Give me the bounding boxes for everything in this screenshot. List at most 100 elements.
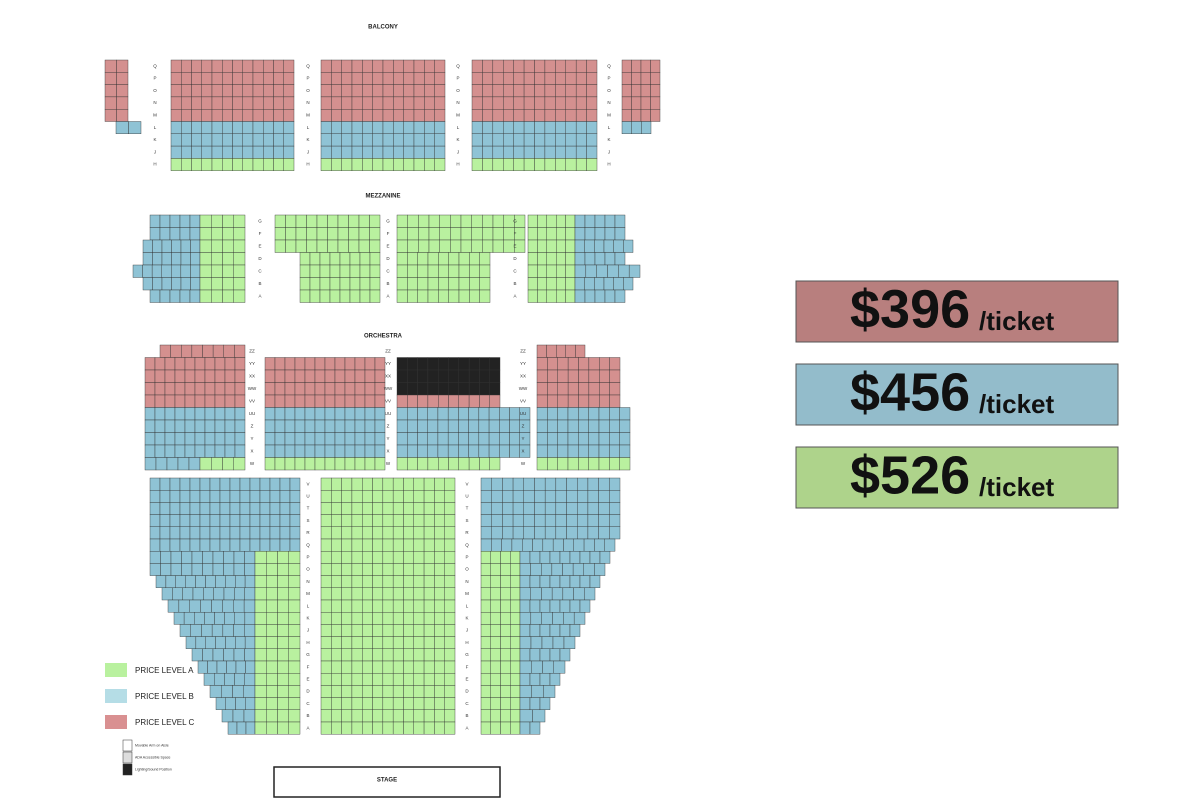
seat [471,145,483,159]
seat [232,685,244,698]
seat [546,264,557,278]
seat [320,477,332,491]
seat [544,490,557,503]
seat [374,394,386,408]
seat [334,394,346,408]
seat [575,72,587,85]
seat [539,697,551,710]
row-letter: Q [607,63,611,68]
row-letter: N [153,100,156,105]
seat [480,514,492,527]
seat [249,526,261,540]
seat [588,432,600,446]
seat [170,563,182,576]
seat [614,227,626,241]
seat [184,382,196,396]
seat [372,612,384,625]
seat [214,432,226,446]
seat [316,227,328,241]
seat [234,382,246,396]
seat [264,357,276,371]
seat [351,636,363,649]
seat [159,526,171,540]
seat [244,551,256,564]
row-letter: XX [249,373,255,378]
seat [169,514,181,527]
seat [522,538,533,552]
seat [444,636,456,649]
seat [372,526,384,540]
seat [396,369,408,383]
seat [372,59,384,73]
seat [403,59,415,73]
seat [427,457,439,471]
seat [562,587,574,601]
seat [214,382,226,396]
seat [104,72,117,85]
seat [160,551,172,564]
seat [519,673,531,686]
seat [603,239,614,253]
seat [492,214,504,228]
seat [212,648,224,662]
seat [513,121,525,135]
legend-swatch [105,715,127,729]
seat [413,599,425,613]
row-letter: N [306,579,309,584]
seat [552,538,564,552]
row-letter: WW [519,386,528,391]
seat [372,697,384,710]
seat [269,477,281,491]
seat [264,444,276,458]
seat [423,612,435,625]
seat [527,277,538,291]
row-letter: O [456,88,460,93]
seat [503,121,514,135]
seat [304,357,316,371]
seat [144,457,157,471]
seat [259,502,271,515]
seat [341,72,353,85]
seat [239,514,251,527]
seat [269,538,281,552]
seat [232,133,243,147]
seat [471,214,483,228]
seat [264,369,276,383]
seat [222,227,234,241]
seat [199,239,212,253]
seat [480,551,491,564]
seat [180,277,191,291]
seat [273,59,284,73]
seat [468,457,480,471]
seat [587,490,599,503]
seat [544,72,556,85]
seat [341,697,353,710]
seat [499,419,510,433]
seat [530,636,543,649]
row-letter: O [465,567,469,572]
seat [234,612,246,625]
row-letter: W [250,461,255,466]
seat [536,432,548,446]
seat [572,563,584,576]
seat [164,394,176,408]
seat [152,277,163,291]
seat [299,289,311,303]
seat [277,709,289,723]
seat [351,133,363,147]
seat [574,289,586,303]
seat [537,214,548,228]
seat [392,551,404,564]
price-amount: $396 [850,279,970,339]
seat [413,709,425,723]
seat [598,432,610,446]
seat [369,277,381,291]
seat [482,227,494,241]
row-letter: O [153,88,157,93]
row-letter: O [306,567,310,572]
seat [372,685,384,698]
row-letter: N [456,100,459,105]
seat [224,382,236,396]
seat [382,490,394,503]
seat [396,357,408,371]
